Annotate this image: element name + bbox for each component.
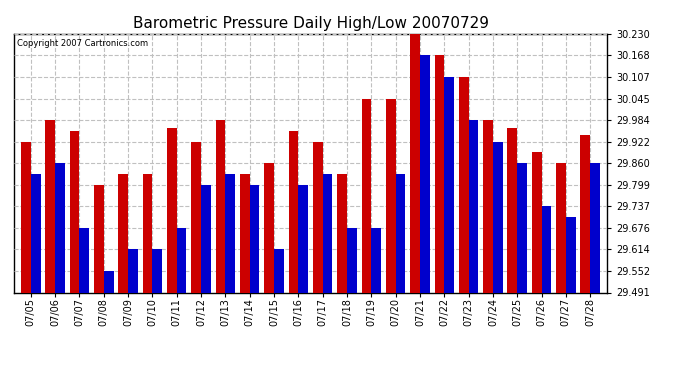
Bar xyxy=(362,99,371,292)
Bar xyxy=(298,184,308,292)
Bar xyxy=(580,135,590,292)
Bar xyxy=(167,128,177,292)
Bar xyxy=(337,174,347,292)
Bar xyxy=(226,174,235,292)
Bar xyxy=(177,228,186,292)
Bar xyxy=(31,174,41,292)
Bar xyxy=(240,174,250,292)
Bar xyxy=(347,228,357,292)
Title: Barometric Pressure Daily High/Low 20070729: Barometric Pressure Daily High/Low 20070… xyxy=(132,16,489,31)
Bar xyxy=(250,184,259,292)
Bar xyxy=(590,163,600,292)
Bar xyxy=(444,77,454,292)
Bar xyxy=(435,56,444,292)
Bar xyxy=(70,131,79,292)
Bar xyxy=(94,184,104,292)
Bar xyxy=(201,184,210,292)
Bar xyxy=(46,120,55,292)
Bar xyxy=(483,120,493,292)
Bar xyxy=(264,163,274,292)
Bar xyxy=(274,249,284,292)
Bar xyxy=(386,99,395,292)
Bar xyxy=(152,249,162,292)
Bar xyxy=(493,142,502,292)
Bar xyxy=(313,142,323,292)
Bar xyxy=(119,174,128,292)
Bar xyxy=(21,142,31,292)
Bar xyxy=(411,34,420,292)
Bar xyxy=(55,163,65,292)
Bar xyxy=(104,271,114,292)
Bar xyxy=(532,153,542,292)
Bar xyxy=(191,142,201,292)
Bar xyxy=(216,120,226,292)
Bar xyxy=(288,131,298,292)
Bar xyxy=(395,174,405,292)
Bar xyxy=(518,163,527,292)
Bar xyxy=(469,120,478,292)
Bar xyxy=(542,206,551,292)
Bar xyxy=(507,128,518,292)
Bar xyxy=(459,77,469,292)
Bar xyxy=(128,249,138,292)
Bar xyxy=(143,174,152,292)
Bar xyxy=(323,174,333,292)
Bar xyxy=(556,163,566,292)
Bar xyxy=(79,228,89,292)
Bar xyxy=(566,217,575,292)
Bar xyxy=(420,56,430,292)
Bar xyxy=(371,228,381,292)
Text: Copyright 2007 Cartronics.com: Copyright 2007 Cartronics.com xyxy=(17,39,148,48)
